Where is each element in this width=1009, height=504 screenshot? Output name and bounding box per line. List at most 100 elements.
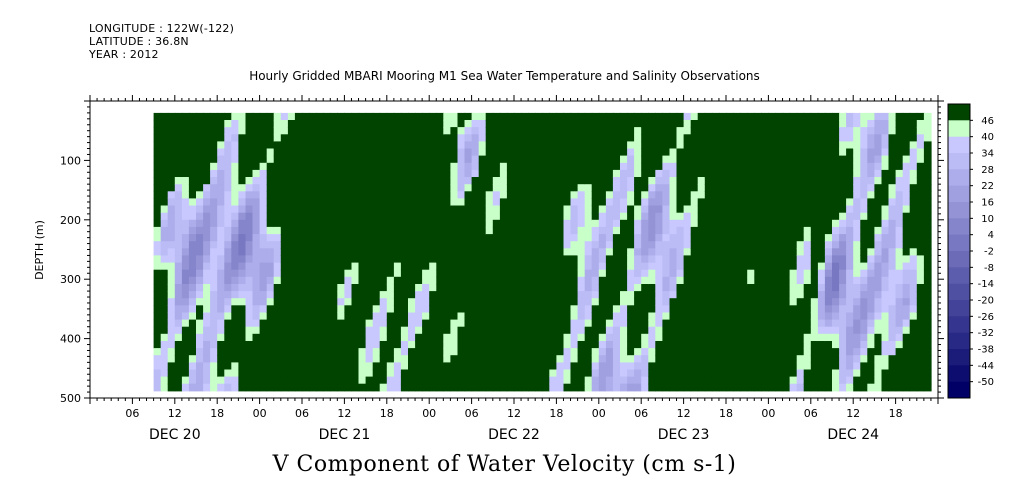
heatmap-cell-2951 (683, 298, 692, 306)
heatmap-cell-2675 (634, 276, 642, 285)
heatmap-cell-1762 (471, 162, 480, 171)
heatmap-cell-3535 (789, 291, 798, 299)
heatmap-cell-970 (323, 355, 331, 363)
heatmap-cell-1090 (344, 376, 353, 385)
heatmap-cell-1594 (436, 355, 444, 363)
heatmap-cell-283 (203, 184, 211, 192)
heatmap-cell-2265 (563, 134, 572, 142)
heatmap-cell-1207 (365, 376, 374, 385)
heatmap-cell-3686 (817, 255, 826, 264)
heatmap-cell-3835 (846, 205, 854, 214)
heatmap-cell-380 (217, 319, 225, 328)
heatmap-cell-422 (224, 341, 232, 349)
heatmap-cell-1177 (365, 162, 374, 171)
heatmap-cell-3563 (796, 212, 805, 221)
heatmap-cell-17 (153, 234, 162, 242)
heatmap-cell-4189 (909, 226, 918, 235)
heatmap-cell-4064 (888, 169, 897, 178)
heatmap-cell-2528 (605, 341, 614, 349)
heatmap-cell-1624 (443, 291, 451, 299)
heatmap-cell-3096 (711, 219, 720, 228)
heatmap-cell-3234 (733, 369, 741, 378)
heatmap-cell-1438 (408, 355, 416, 363)
heatmap-cell-3409 (768, 226, 777, 235)
heatmap-cell-913 (316, 226, 324, 235)
heatmap-cell-2972 (690, 169, 699, 178)
heatmap-cell-3557 (796, 169, 805, 178)
heatmap-cell-1259 (379, 191, 388, 199)
heatmap-cell-838 (302, 248, 310, 256)
heatmap-cell-619 (259, 355, 268, 363)
heatmap-cell-32 (153, 341, 162, 349)
heatmap-cell-2243 (556, 255, 565, 264)
heatmap-cell-3047 (704, 148, 713, 157)
heatmap-cell-1567 (436, 162, 444, 171)
heatmap-cell-4019 (881, 127, 890, 135)
heatmap-cell-2164 (542, 248, 550, 256)
heatmap-cell-381 (217, 326, 225, 335)
heatmap-cell-2751 (648, 262, 656, 271)
heatmap-cell-180 (181, 284, 190, 292)
heatmap-cell-671 (273, 169, 282, 178)
heatmap-cell-3836 (846, 212, 854, 221)
heatmap-cell-1883 (492, 191, 501, 199)
heatmap-cell-2787 (655, 241, 663, 249)
heatmap-cell-2673 (634, 262, 642, 271)
heatmap-cell-1475 (415, 341, 423, 349)
heatmap-cell-1899 (492, 305, 501, 313)
heatmap-cell-716 (280, 212, 289, 221)
heatmap-cell-3795 (839, 198, 847, 207)
heatmap-cell-178 (181, 269, 190, 278)
heatmap-cell-1434 (408, 326, 416, 335)
heatmap-cell-242 (196, 169, 204, 178)
heatmap-cell-1635 (443, 369, 451, 378)
heatmap-cell-1963 (506, 205, 515, 214)
heatmap-cell-3796 (839, 205, 847, 214)
heatmap-cell-2235 (556, 198, 565, 207)
heatmap-cell-1775 (471, 255, 480, 264)
heatmap-cell-3016 (697, 205, 706, 214)
heatmap-cell-1891 (492, 248, 501, 256)
heatmap-cell-1579 (436, 248, 444, 256)
heatmap-cell-45 (160, 155, 169, 164)
heatmap-cell-568 (252, 269, 261, 278)
heatmap-cell-1055 (344, 127, 353, 135)
heatmap-cell-1246 (372, 376, 381, 385)
heatmap-cell-1918 (499, 162, 508, 171)
heatmap-cell-2897 (676, 191, 685, 199)
heatmap-cell-870 (309, 198, 317, 207)
heatmap-cell-2356 (577, 226, 586, 235)
heatmap-cell-2360 (577, 255, 586, 264)
heatmap-cell-3879 (853, 241, 861, 249)
heatmap-cell-3880 (853, 248, 861, 256)
heatmap-cell-2954 (683, 319, 692, 328)
heatmap-cell-4150 (902, 226, 911, 235)
heatmap-cell-3763 (832, 248, 840, 256)
heatmap-cell-3416 (768, 276, 777, 285)
heatmap-cell-2124 (535, 241, 543, 249)
heatmap-cell-2476 (598, 248, 607, 256)
heatmap-cell-3994 (874, 226, 883, 235)
heatmap-cell-1772 (471, 234, 480, 242)
heatmap-cell-3106 (711, 291, 720, 299)
heatmap-cell-2714 (641, 276, 649, 285)
colorbar-bin (948, 283, 970, 301)
year-label: YEAR : 2012 (89, 48, 159, 61)
x-date-label: DEC 20 (149, 427, 201, 443)
heatmap-cell-1848 (485, 219, 494, 228)
heatmap-cell-604 (259, 248, 268, 256)
heatmap-cell-3683 (817, 234, 826, 242)
heatmap-cell-1153 (358, 269, 367, 278)
heatmap-cell-2794 (655, 291, 663, 299)
heatmap-cell-2213 (549, 319, 557, 328)
heatmap-cell-3839 (846, 234, 854, 242)
heatmap-cell-510 (245, 134, 254, 142)
heatmap-cell-3498 (782, 305, 791, 313)
heatmap-cell-2947 (683, 269, 692, 278)
heatmap-cell-5 (153, 148, 162, 157)
heatmap-cell-3821 (839, 383, 847, 392)
heatmap-cell-2111 (535, 148, 543, 157)
heatmap-cell-2076 (528, 177, 536, 185)
heatmap-cell-2464 (598, 162, 607, 171)
heatmap-cell-2428 (591, 184, 600, 192)
